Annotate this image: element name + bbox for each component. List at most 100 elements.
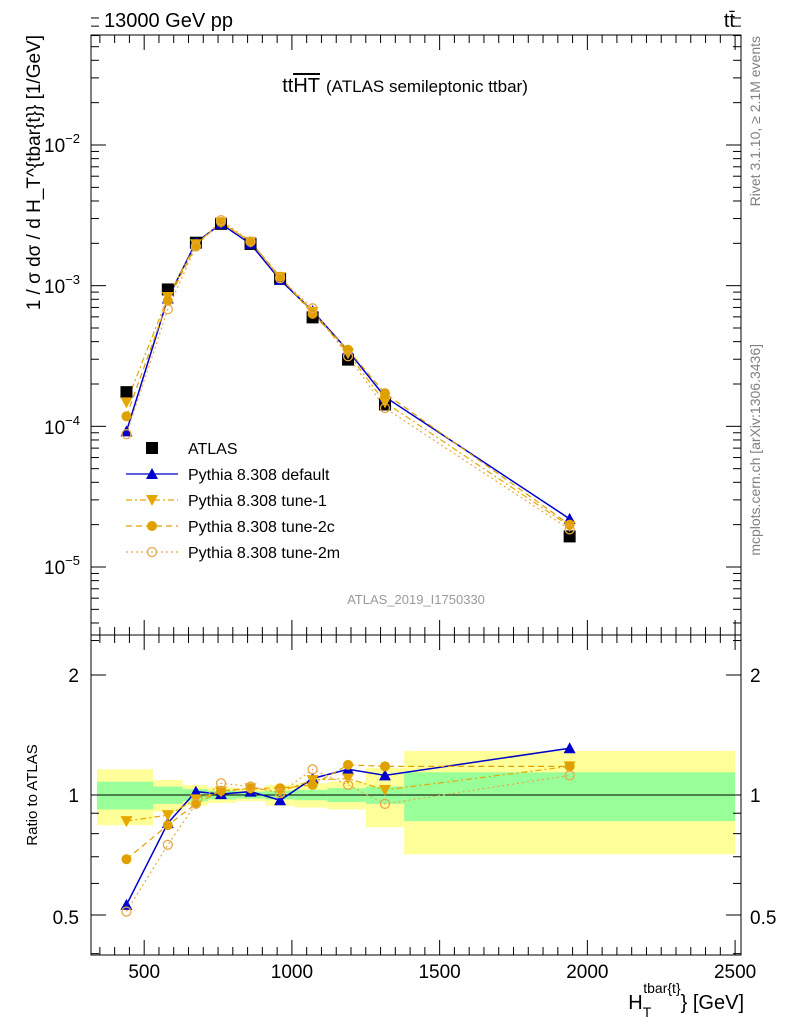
x-tick-labels: 500 1000 1500 2000 2500: [128, 962, 756, 983]
main-data-point: [564, 524, 575, 535]
main-data-point: [121, 428, 132, 440]
main-data-point: [215, 215, 227, 226]
legend-marker: [146, 442, 158, 454]
legend-label: Pythia 8.308 tune-2c: [188, 519, 335, 536]
main-y-axis-label: 1 / σ dσ / d H_T^{tbar{t}} [1/GeV]: [24, 35, 45, 310]
ratio-data-point: [215, 778, 227, 789]
legend-marker: [146, 546, 158, 558]
main-data-point: [245, 236, 256, 247]
main-data-point: [162, 295, 173, 306]
main-data-point: [274, 273, 286, 284]
ratio-uncertainty-bands: [91, 750, 741, 855]
ratio-data-point: [190, 798, 202, 810]
legend-label: Pythia 8.308 tune-1: [188, 493, 327, 510]
ratio-data-point: [274, 788, 286, 799]
main-title-ht-overline: HT: [293, 75, 320, 97]
ratio-data-point: [307, 764, 318, 775]
x-axis-label-sub: T: [643, 1004, 652, 1020]
ratio-data-point: [307, 779, 318, 790]
ratio-data-point: [120, 816, 133, 828]
ratio-data-layer: [120, 742, 576, 917]
ratio-series-line: [125, 768, 570, 912]
main-data-point: [162, 304, 173, 315]
header-process-label: tt̄: [724, 10, 736, 32]
ratio-data-point: [162, 839, 173, 850]
main-panel: ttHT (ATLAS semileptonic ttbar) ATLAS_20…: [24, 17, 742, 642]
ratio-data-point: [161, 810, 174, 822]
ratio-data-point: [379, 761, 390, 772]
ratio-ytick-label-right-0.5: 0.5: [750, 908, 776, 929]
legend-label: ATLAS: [188, 441, 238, 458]
main-axis-ticks: [91, 17, 741, 642]
main-data-point: [342, 351, 354, 362]
main-title: ttHT: [282, 75, 320, 97]
main-ytick-label-1e-5: 10−5: [44, 553, 80, 579]
ratio-green-band: [96, 781, 154, 810]
ratio-ytick-label-right-1: 1: [750, 786, 761, 807]
ratio-data-point: [378, 769, 391, 781]
ratio-data-point: [162, 820, 173, 831]
main-data-point: [379, 388, 390, 399]
xtick-label: 2000: [566, 962, 608, 983]
ratio-series-line: [126, 764, 570, 860]
main-title-tt: tt: [282, 75, 294, 97]
legend-marker: [146, 468, 158, 479]
x-axis-label-sup: tbar{t}: [643, 980, 681, 996]
main-series-line: [125, 221, 570, 527]
header-energy-label: 13000 GeV pp: [104, 10, 233, 32]
legend-label: Pythia 8.308 tune-2m: [188, 545, 340, 562]
ratio-data-point: [563, 742, 576, 754]
ratio-data-point: [342, 773, 355, 785]
main-data-point: [307, 303, 318, 314]
main-ytick-label-1e-3: 10−3: [44, 272, 80, 298]
ratio-data-point: [564, 761, 575, 772]
legend-marker: [146, 495, 158, 506]
main-data-point: [245, 236, 256, 247]
legend-label: Pythia 8.308 default: [188, 467, 330, 484]
xtick-label: 2500: [714, 962, 756, 983]
ratio-data-point: [190, 798, 201, 809]
legend: ATLAS Pythia 8.308 default Pythia 8.308 tu…: [126, 441, 340, 562]
ratio-panel: Ratio to ATLAS 2 1 0.5 2 1 0.5 500 1000 15…: [24, 634, 776, 1020]
ratio-data-point: [121, 906, 132, 917]
x-axis-label-unit: } [GeV]: [681, 992, 744, 1014]
ratio-ytick-label-2: 2: [68, 666, 79, 687]
rivet-label: Rivet 3.1.10, ≥ 2.1M events: [747, 36, 763, 206]
ratio-data-point: [564, 770, 575, 781]
main-subtitle: (ATLAS semileptonic ttbar): [326, 77, 528, 96]
main-y-tick-labels: 10−5 10−4 10−3 10−2: [44, 131, 80, 579]
xtick-label: 1500: [418, 962, 460, 983]
analysis-id-label: ATLAS_2019_I1750330: [347, 592, 485, 607]
ratio-data-point: [378, 784, 391, 796]
main-series-line: [125, 221, 570, 526]
main-data-point: [120, 397, 133, 409]
ratio-y-axis-label: Ratio to ATLAS: [24, 744, 41, 845]
x-axis-label-h: H: [628, 992, 642, 1014]
main-ytick-label-1e-4: 10−4: [44, 413, 80, 439]
main-data-point: [120, 386, 133, 399]
ratio-data-point: [342, 779, 354, 791]
ratio-data-point: [379, 798, 391, 810]
ratio-data-point: [216, 785, 226, 796]
main-series-line: [125, 219, 570, 530]
main-data-layer: [120, 215, 576, 543]
main-data-point: [190, 241, 202, 252]
main-data-point: [120, 425, 133, 437]
main-data-point: [121, 411, 132, 422]
mcplots-label: mcplots.cern.ch [arXiv:1306.3436]: [747, 344, 763, 556]
x-axis-label: HTtbar{t}} [GeV]: [628, 980, 744, 1020]
ratio-ytick-label-right-2: 2: [750, 666, 761, 687]
legend-marker: [147, 521, 157, 531]
ratio-ytick-label-1: 1: [68, 786, 79, 807]
xtick-label: 1000: [271, 962, 313, 983]
main-data-point: [342, 353, 355, 366]
ratio-data-point: [189, 785, 202, 797]
ratio-data-point: [274, 794, 287, 806]
ratio-data-point: [121, 854, 132, 865]
ratio-axis-ticks: [91, 635, 741, 955]
main-data-point: [379, 402, 391, 414]
ratio-data-point: [343, 759, 354, 770]
main-data-point: [307, 308, 318, 319]
main-ytick-label-1e-2: 10−2: [44, 131, 80, 157]
